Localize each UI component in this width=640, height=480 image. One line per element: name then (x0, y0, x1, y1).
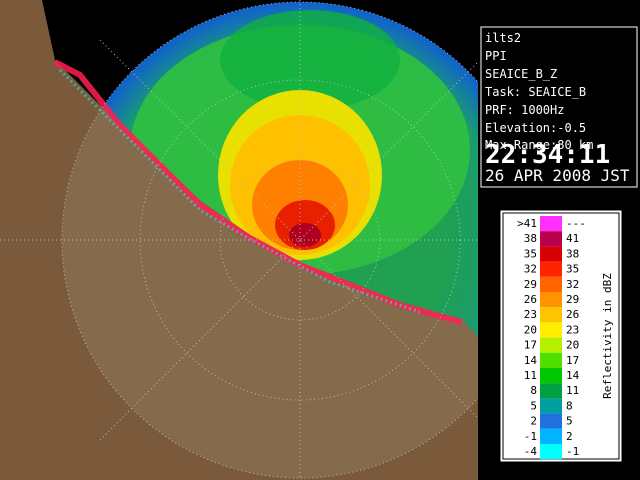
legend-high: 32 (566, 278, 579, 291)
legend-swatch (540, 428, 562, 444)
legend-low: 8 (530, 384, 537, 397)
range-rings (0, 0, 478, 480)
legend-swatch (540, 246, 562, 262)
legend-high: 5 (566, 415, 573, 428)
legend-low: 14 (524, 354, 538, 367)
legend-swatch (540, 444, 562, 460)
legend-low: 23 (524, 308, 537, 321)
prf: PRF: 1000Hz (485, 103, 564, 117)
land (0, 0, 478, 480)
elevation: Elevation:-0.5 (485, 121, 586, 135)
legend-swatch (540, 368, 562, 384)
legend-low: 11 (524, 369, 537, 382)
legend-swatch (540, 307, 562, 323)
legend-swatch (540, 337, 562, 353)
task: Task: SEAICE_B (485, 85, 586, 99)
mode: PPI (485, 49, 507, 63)
legend-swatch (540, 231, 562, 247)
station: ilts2 (485, 31, 521, 45)
legend-low: 29 (524, 278, 537, 291)
legend-swatch (540, 276, 562, 292)
legend-low: -4 (524, 445, 538, 458)
legend-high: -1 (566, 445, 579, 458)
legend-high: 38 (566, 247, 579, 260)
date: 26 APR 2008 JST (485, 166, 630, 185)
max-range: Max Range:80 km (485, 138, 593, 152)
legend-high: 23 (566, 323, 579, 336)
legend-low: 38 (524, 232, 537, 245)
coast-clutter (53, 59, 463, 325)
legend-high: 2 (566, 430, 573, 443)
legend-swatch (540, 292, 562, 308)
legend-swatch (540, 352, 562, 368)
info-box (480, 26, 638, 188)
legend-high: 35 (566, 263, 579, 276)
legend-high: 20 (566, 339, 579, 352)
legend-low: 2 (530, 415, 537, 428)
legend-high: 11 (566, 384, 579, 397)
legend-swatch (540, 383, 562, 399)
legend-low: 20 (524, 323, 537, 336)
legend-high: 26 (566, 308, 579, 321)
legend-rows: >41 --- 38 41 35 38 32 35 29 32 26 29 23 26 20 23 17 20 14… (517, 216, 586, 460)
legend-high: 17 (566, 354, 579, 367)
legend-low: 5 (530, 399, 537, 412)
legend-swatch (540, 413, 562, 429)
legend-low: 17 (524, 339, 537, 352)
legend-low: >41 (517, 217, 537, 230)
legend-high: 14 (566, 369, 580, 382)
time: 22:34:11 (485, 140, 610, 170)
legend-low: 35 (524, 247, 537, 260)
legend-low: -1 (524, 430, 537, 443)
land-echo (58, 68, 421, 314)
legend-swatch (540, 261, 562, 277)
legend-high: 29 (566, 293, 579, 306)
legend-title: Reflectivity in dBZ (601, 273, 614, 399)
legend-swatch (540, 216, 562, 232)
product: SEAICE_B_Z (485, 67, 557, 81)
legend-swatch (540, 322, 562, 338)
legend-high: --- (566, 217, 586, 230)
radar-map (0, 0, 478, 480)
legend-low: 26 (524, 293, 537, 306)
legend-high: 8 (566, 399, 573, 412)
legend-low: 32 (524, 263, 537, 276)
legend-swatch (540, 398, 562, 414)
legend-high: 41 (566, 232, 579, 245)
